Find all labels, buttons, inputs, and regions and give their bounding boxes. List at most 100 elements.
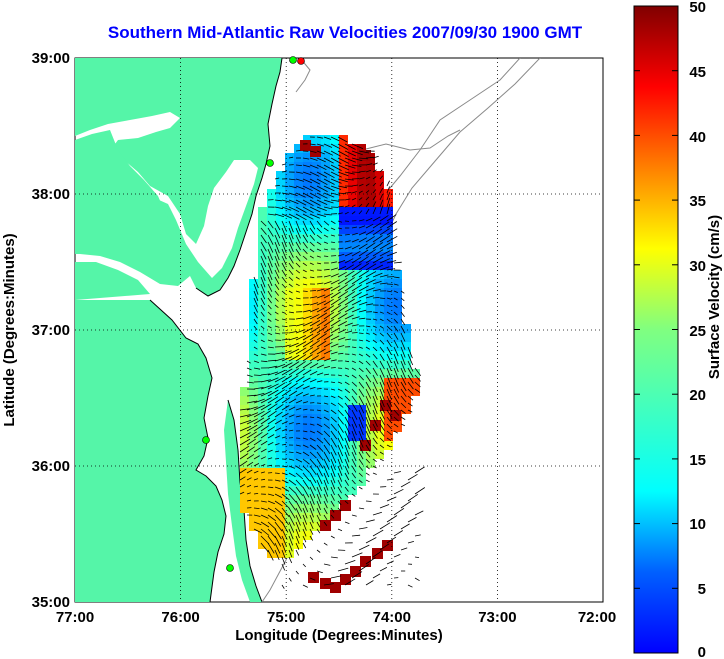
velocity-vector	[330, 381, 336, 383]
velocity-vector	[316, 570, 323, 574]
velocity-vectors	[239, 136, 426, 589]
velocity-vector	[323, 178, 335, 185]
velocity-vector	[274, 213, 285, 218]
velocity-vector	[267, 434, 275, 439]
velocity-vector	[260, 262, 266, 275]
velocity-vector	[344, 291, 356, 299]
velocity-vector	[260, 500, 267, 503]
velocity-vector	[323, 423, 330, 429]
velocity-cell	[276, 459, 285, 468]
velocity-vector	[288, 348, 300, 355]
velocity-vector	[288, 368, 300, 376]
velocity-cell	[303, 180, 312, 189]
velocity-vector	[281, 514, 289, 526]
velocity-vector	[316, 178, 328, 186]
velocity-vector	[295, 368, 306, 376]
velocity-vector	[372, 437, 378, 445]
velocity-vector	[253, 431, 263, 439]
velocity-vector	[260, 276, 266, 288]
velocity-vector	[323, 220, 330, 226]
velocity-vector	[337, 409, 344, 417]
velocity-vector	[379, 374, 385, 386]
velocity-vector	[351, 164, 362, 167]
velocity-vector	[316, 458, 324, 469]
velocity-cell	[249, 315, 258, 324]
velocity-vector	[323, 583, 334, 586]
velocity-cell	[330, 468, 339, 477]
velocity-vector	[330, 261, 337, 264]
velocity-vector	[316, 507, 321, 516]
velocity-cell	[375, 324, 384, 333]
velocity-vector	[302, 164, 311, 168]
velocity-cell	[249, 387, 258, 396]
velocity-cell	[303, 369, 312, 378]
velocity-vector	[246, 400, 258, 404]
velocity-vector	[267, 276, 273, 287]
velocity-cell	[384, 423, 393, 432]
velocity-vector	[358, 225, 366, 229]
velocity-cell	[249, 297, 258, 306]
velocity-vector	[274, 318, 279, 322]
velocity-cell	[375, 315, 384, 324]
velocity-vector	[330, 291, 341, 299]
velocity-vector	[253, 346, 258, 350]
velocity-vector	[337, 402, 344, 408]
velocity-vector	[281, 199, 291, 203]
velocity-cell	[339, 180, 348, 189]
velocity-vector	[344, 472, 350, 481]
velocity-vector	[288, 262, 294, 270]
velocity-cell	[375, 297, 384, 306]
velocity-vector	[365, 279, 376, 285]
velocity-vector	[344, 252, 353, 257]
velocity-cell	[402, 369, 411, 378]
velocity-cell	[303, 261, 312, 270]
velocity-vector	[400, 325, 406, 334]
velocity-cell	[321, 324, 330, 333]
velocity-vector	[386, 423, 392, 430]
station-marker-red	[297, 57, 305, 65]
velocity-vector	[246, 469, 253, 474]
velocity-cell	[348, 288, 357, 297]
velocity-vector	[260, 528, 270, 536]
velocity-cell	[294, 504, 303, 513]
velocity-vector	[379, 228, 390, 236]
velocity-vector	[316, 213, 327, 217]
velocity-vector	[239, 445, 250, 453]
velocity-cell	[330, 153, 339, 162]
velocity-vector	[295, 465, 303, 471]
velocity-cell	[360, 150, 371, 161]
velocity-vector	[358, 381, 365, 389]
velocity-vector	[365, 169, 372, 173]
velocity-cell	[357, 387, 366, 396]
x-tick-label: 75:00	[267, 609, 305, 626]
velocity-cell	[303, 135, 312, 144]
velocity-vector	[351, 493, 356, 497]
velocity-vector	[323, 192, 335, 198]
velocity-vector	[337, 290, 349, 299]
velocity-cell	[285, 171, 294, 180]
velocity-cell	[267, 459, 276, 468]
velocity-vector	[295, 376, 305, 383]
velocity-vector	[400, 381, 407, 392]
velocity-vector	[337, 253, 345, 257]
velocity-vector	[330, 343, 339, 348]
velocity-vector	[365, 346, 371, 350]
velocity-vector	[288, 213, 300, 220]
velocity-cell	[366, 387, 375, 396]
velocity-cell	[357, 315, 366, 324]
velocity-vector	[372, 325, 377, 328]
velocity-vector	[288, 178, 296, 181]
velocity-vector	[372, 388, 378, 400]
velocity-cell	[360, 556, 371, 567]
velocity-vector	[351, 204, 356, 208]
velocity-vector	[309, 416, 315, 418]
velocity-vector	[337, 178, 349, 183]
velocity-vector	[281, 344, 291, 348]
velocity-vector	[253, 514, 261, 517]
velocity-cell	[294, 333, 303, 342]
velocity-vector	[253, 367, 261, 370]
velocity-cell	[348, 144, 357, 153]
velocity-vector	[365, 256, 377, 264]
velocity-cell	[276, 531, 285, 540]
velocity-vector	[400, 374, 407, 386]
